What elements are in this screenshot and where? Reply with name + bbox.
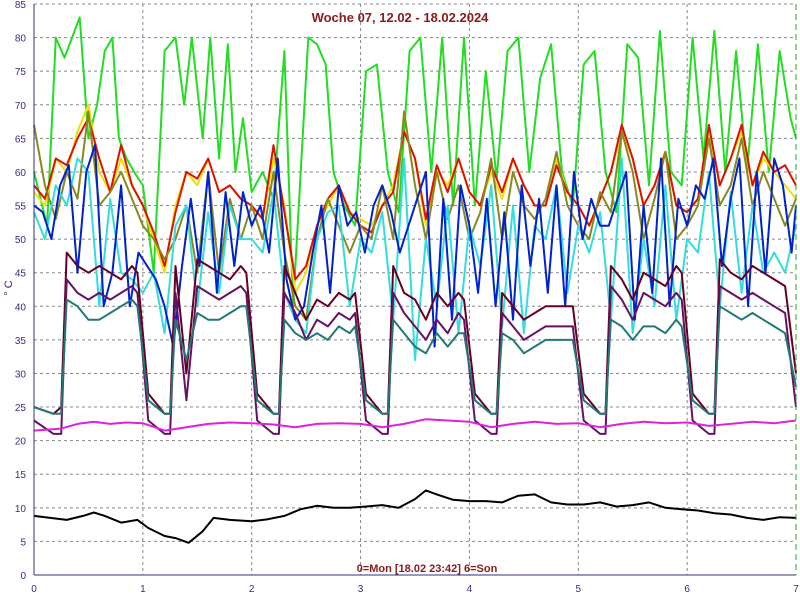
y-tick-label: 55 xyxy=(15,202,27,213)
x-tick-label: 7 xyxy=(793,584,799,595)
y-tick-label: 10 xyxy=(15,504,27,515)
chart-title: Woche 07, 12.02 - 18.02.2024 xyxy=(312,10,490,25)
y-tick-label: 25 xyxy=(15,403,27,414)
x-tick-label: 0 xyxy=(31,584,37,595)
series-line-2 xyxy=(33,103,797,294)
y-tick-label: 60 xyxy=(15,168,27,179)
series-line-11 xyxy=(33,489,797,544)
y-tick-label: 15 xyxy=(15,470,27,481)
chart-subtitle: 0=Mon [18.02 23:42] 6=Son xyxy=(357,563,498,575)
series-line-8 xyxy=(33,278,797,435)
series-line-1 xyxy=(33,16,797,308)
y-tick-label: 40 xyxy=(15,302,27,313)
y-tick-label: 45 xyxy=(15,269,27,280)
y-tick-label: 5 xyxy=(20,537,26,548)
x-tick-label: 2 xyxy=(249,584,255,595)
x-tick-label: 1 xyxy=(140,584,146,595)
y-tick-label: 20 xyxy=(15,437,27,448)
axes xyxy=(33,4,797,576)
y-tick-label: 80 xyxy=(15,34,27,45)
x-tick-label: 5 xyxy=(576,584,582,595)
y-tick-label: 30 xyxy=(15,369,27,380)
series-line-3 xyxy=(33,117,797,281)
x-tick-label: 3 xyxy=(358,584,364,595)
series-group xyxy=(33,16,797,544)
series-line-6 xyxy=(33,144,797,348)
y-tick-label: 35 xyxy=(15,336,27,347)
series-line-10 xyxy=(33,418,797,432)
series-line-9 xyxy=(33,298,797,415)
y-tick-label: 65 xyxy=(15,134,27,145)
y-tick-label: 85 xyxy=(15,0,27,11)
y-tick-label: 50 xyxy=(15,235,27,246)
y-tick-label: 0 xyxy=(20,571,26,582)
series-line-4 xyxy=(33,110,797,321)
grid xyxy=(34,3,796,575)
x-tick-label: 4 xyxy=(467,584,473,595)
y-tick-label: 70 xyxy=(15,101,27,112)
x-tick-label: 6 xyxy=(684,584,690,595)
tick-labels: 0 1 2 3 4 5 6 705101520253035404550556065707580… xyxy=(15,0,799,595)
series-line-5 xyxy=(33,157,797,361)
y-tick-label: 75 xyxy=(15,67,27,78)
y-axis-label: ° C xyxy=(3,280,15,295)
